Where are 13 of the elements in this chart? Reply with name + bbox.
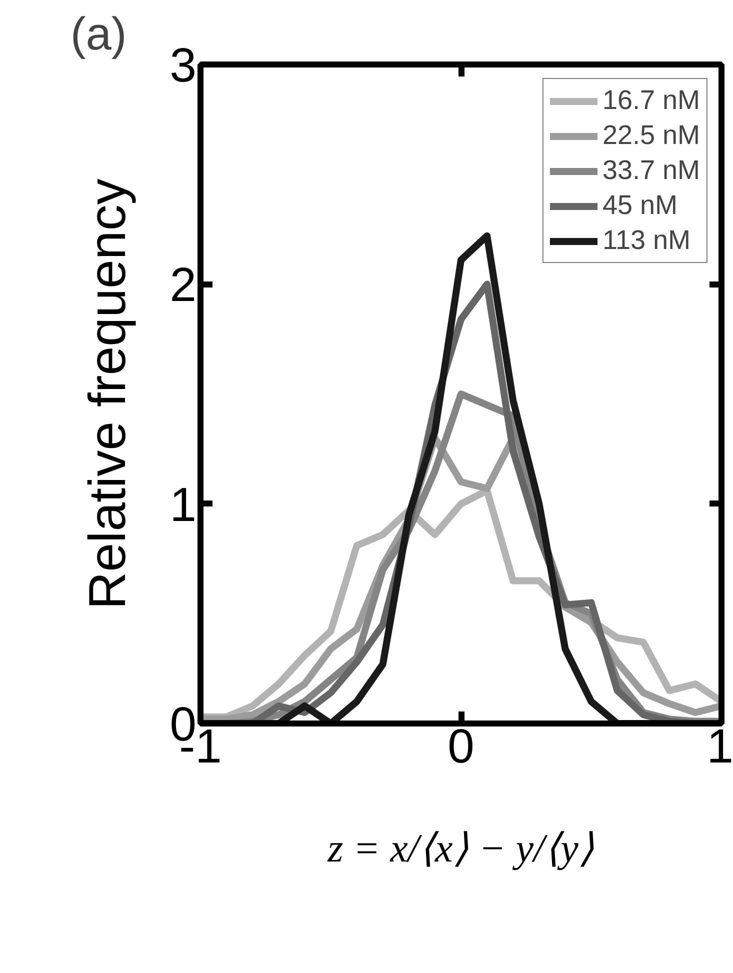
legend-label: 33.7 nM <box>602 155 700 186</box>
x-tick-label: 0 <box>448 720 474 774</box>
chart-title: (a) <box>70 8 127 60</box>
x-tick-label: 1 <box>706 720 733 774</box>
legend-label: 16.7 nM <box>602 85 700 116</box>
y-axis-title: Relative frequency <box>78 178 137 610</box>
x-axis-title: z = x/⟨x⟩ − y/⟨y⟩ <box>326 826 594 870</box>
legend-label: 113 nM <box>602 225 690 256</box>
y-tick-label: 3 <box>170 40 197 92</box>
y-tick-label: 2 <box>170 259 197 312</box>
legend-label: 22.5 nM <box>602 120 700 151</box>
y-tick-label: 1 <box>170 478 197 532</box>
legend-label: 45 nM <box>602 190 678 221</box>
